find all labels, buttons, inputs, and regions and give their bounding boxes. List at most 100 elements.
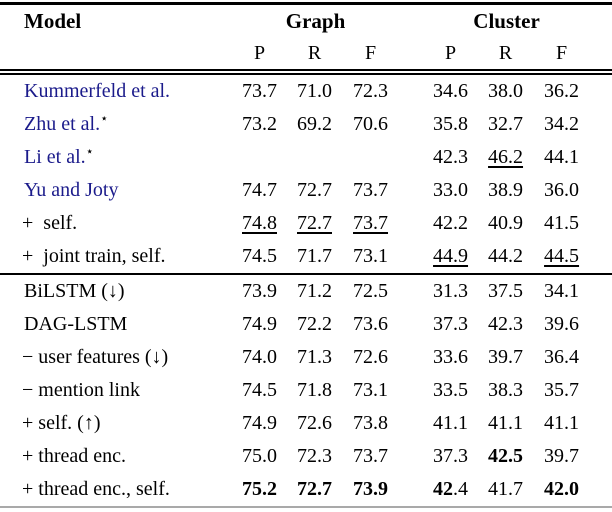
metric-cell: 74.5 — [232, 240, 287, 274]
metric-cell: 73.7 — [342, 174, 399, 207]
metric-value: 39.6 — [544, 313, 580, 335]
metric-value: 32.7 — [488, 113, 524, 135]
metric-value: 39.7 — [544, 445, 580, 467]
graph-recall-header: R — [307, 42, 322, 64]
metric-cell: 42.2 — [423, 207, 478, 240]
table-row: + thread enc. 75.0 72.3 73.7 37.3 42.5 39.7 — [0, 440, 612, 473]
table-row: + thread enc., self. 75.2 72.7 73.9 42.4 41.7… — [0, 473, 612, 507]
right-pad — [590, 108, 612, 141]
metric-cell: 71.7 — [287, 240, 342, 274]
metric-cell: 41.7 — [478, 473, 533, 507]
metric-cell: 72.3 — [287, 440, 342, 473]
metric-value: 38.3 — [488, 379, 524, 401]
right-pad — [590, 440, 612, 473]
metric-cell: 32.7 — [478, 108, 533, 141]
metric-value: 42.3 — [488, 313, 524, 335]
table-header: Model Graph Cluster P R F P R F — [0, 4, 612, 72]
metric-cell: 33.0 — [423, 174, 478, 207]
right-pad — [590, 240, 612, 274]
metric-value: 38.0 — [488, 80, 524, 102]
metric-cell: 31.3 — [423, 274, 478, 308]
metric-value: 74.9 — [242, 313, 277, 335]
metric-value: 37.5 — [488, 280, 524, 302]
metric-value: 37.3 — [433, 313, 469, 335]
metric-value: 38.9 — [488, 179, 524, 201]
table-row: − user features (↓) 74.0 71.3 72.6 33.6 39.7 3… — [0, 341, 612, 374]
metric-value: 33.0 — [433, 179, 469, 201]
table-row: + self. 74.8 72.7 73.7 42.2 40.9 41.5 — [0, 207, 612, 240]
metric-cell: 34.1 — [533, 274, 590, 308]
metric-value: 44.5 — [544, 245, 580, 267]
metric-value: 35.8 — [433, 113, 469, 135]
model-label: DAG-LSTM — [24, 313, 128, 335]
model-label: + thread enc. — [22, 445, 127, 467]
cluster-recall-header: R — [498, 42, 513, 64]
model-label: − mention link — [22, 379, 140, 401]
metric-value: 39.7 — [488, 346, 524, 368]
right-pad — [590, 308, 612, 341]
metric-cell: 75.0 — [232, 440, 287, 473]
column-gap — [399, 274, 423, 308]
metric-value: 73.7 — [353, 212, 389, 234]
metric-value: 72.2 — [297, 313, 332, 335]
metric-cell: 41.1 — [533, 407, 590, 440]
table-row: Zhu et al.⋆ 73.2 69.2 70.6 35.8 32.7 34.2 — [0, 108, 612, 141]
metric-cell: 42.4 — [423, 473, 478, 507]
metric-value: 37.3 — [433, 445, 469, 467]
metric-value: 72.6 — [297, 412, 332, 434]
right-pad — [590, 72, 612, 108]
metric-cell: 73.6 — [342, 308, 399, 341]
table-row: BiLSTM (↓) 73.9 71.2 72.5 31.3 37.5 34.1 — [0, 274, 612, 308]
metric-cell: 37.3 — [423, 440, 478, 473]
right-pad — [590, 473, 612, 507]
metric-cell: 74.5 — [232, 374, 287, 407]
metric-cell: 75.2 — [232, 473, 287, 507]
metric-cell: 38.3 — [478, 374, 533, 407]
metric-value: 36.0 — [544, 179, 580, 201]
metric-value: 73.6 — [353, 313, 389, 335]
cluster-f1-header: F — [555, 42, 568, 64]
metric-value: 72.7 — [297, 179, 332, 201]
metric-cell: 74.8 — [232, 207, 287, 240]
column-gap — [399, 72, 423, 108]
metric-value: 71.2 — [297, 280, 332, 302]
metric-value: 44.2 — [488, 245, 524, 267]
metric-cell — [287, 141, 342, 174]
column-gap — [399, 38, 423, 72]
metric-cell: 39.6 — [533, 308, 590, 341]
metric-cell: 74.0 — [232, 341, 287, 374]
metric-cell: 74.9 — [232, 407, 287, 440]
metric-cell: 35.7 — [533, 374, 590, 407]
column-gap — [399, 440, 423, 473]
right-pad — [590, 4, 612, 39]
metric-value: 35.7 — [544, 379, 580, 401]
metric-cell: 42.5 — [478, 440, 533, 473]
model-label: + self. — [22, 212, 78, 234]
metric-cell: 34.6 — [423, 72, 478, 108]
metric-value: 72.3 — [353, 80, 389, 102]
column-gap — [399, 308, 423, 341]
metric-cell: 36.4 — [533, 341, 590, 374]
metric-cell: 44.9 — [423, 240, 478, 274]
right-pad — [590, 407, 612, 440]
metric-value: 40.9 — [488, 212, 524, 234]
model-label: − user features (↓) — [22, 346, 169, 368]
metric-cell: 41.1 — [423, 407, 478, 440]
column-gap — [399, 473, 423, 507]
column-gap — [399, 141, 423, 174]
metric-value: 42 — [433, 478, 454, 500]
model-label: + joint train, self. — [22, 245, 166, 267]
metric-cell: 33.5 — [423, 374, 478, 407]
metric-value: 44.1 — [544, 146, 580, 168]
metric-cell: 71.8 — [287, 374, 342, 407]
model-citation-label: Yu and Joty — [24, 179, 119, 201]
metric-value: 41.1 — [433, 412, 469, 434]
metric-value: 73.7 — [353, 445, 389, 467]
metric-value: 71.7 — [297, 245, 332, 267]
metric-cell: 71.0 — [287, 72, 342, 108]
header-subcol-row: P R F P R F — [0, 38, 612, 72]
metric-value: 46.2 — [488, 146, 524, 168]
right-pad — [590, 207, 612, 240]
metric-value: 74.5 — [242, 245, 277, 267]
